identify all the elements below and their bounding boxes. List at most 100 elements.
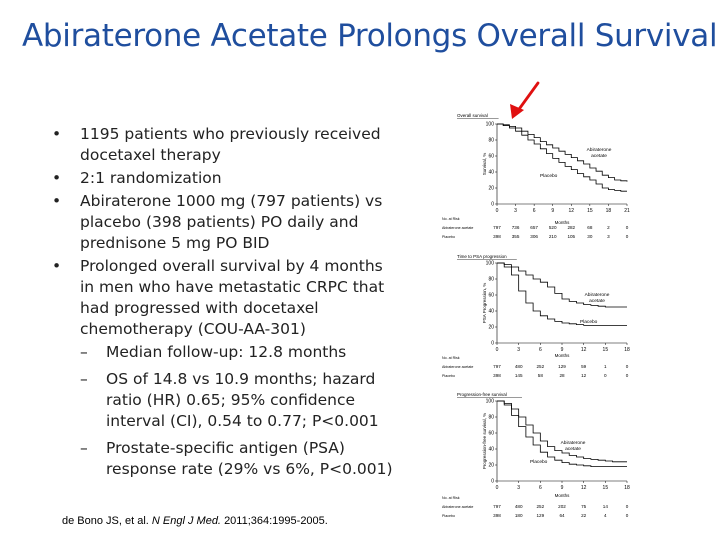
y-tick-label: 100 [486,399,495,405]
y-tick-label: 40 [488,309,494,315]
risk-value-placebo: 210 [549,234,557,239]
sub-bullet-text: Median follow-up: 12.8 months [106,343,347,361]
x-axis-label: Months [555,220,571,225]
x-tick-label: 15 [603,485,609,491]
citation-ref: 2011;364:1995-2005. [224,515,328,527]
risk-label-placebo: Placebo [442,235,455,239]
risk-value-placebo: 398 [493,373,501,378]
x-axis-label: Months [555,493,571,498]
risk-value-abiraterone: 657 [530,225,538,230]
risk-value-abiraterone: 252 [536,364,544,369]
x-tick-label: 0 [496,347,499,353]
risk-heading: No. at Risk [442,496,460,500]
curve-label-placebo: Placebo [540,173,558,179]
x-tick-label: 18 [624,485,630,491]
bullet-text: 1195 patients who previously received do… [80,125,381,164]
bullet-item: • Abiraterone 1000 mg (797 patients) vs p… [52,191,397,254]
risk-value-abiraterone: 480 [515,504,523,509]
x-tick-label: 15 [603,347,609,353]
bullet-dot: • [52,257,62,275]
red-arrow-icon [515,81,540,114]
y-tick-label: 20 [488,463,494,469]
risk-value-abiraterone: 480 [515,364,523,369]
risk-value-abiraterone: 797 [493,504,501,509]
chart-title: Overall survival [457,113,488,118]
risk-label-placebo: Placebo [442,514,455,518]
risk-value-placebo: 105 [567,234,575,239]
risk-value-abiraterone: 252 [536,504,544,509]
y-axis-label: PSA Progression, % [482,283,487,324]
curve-label-placebo: Placebo [530,459,548,465]
risk-label-placebo: Placebo [442,374,455,378]
risk-value-placebo: 180 [515,513,523,518]
risk-value-placebo: 306 [530,234,538,239]
y-tick-label: 100 [486,122,495,128]
risk-value-abiraterone: 14 [603,504,609,509]
series-line-abiraterone [497,123,628,182]
risk-value-abiraterone: 68 [587,225,593,230]
y-tick-label: 80 [488,415,494,421]
risk-label-abiraterone: Abiraterone acetate [442,226,473,230]
sub-bullet-text: OS of 14.8 vs 10.9 months; hazard ratio … [106,370,379,430]
risk-value-placebo: 145 [515,373,523,378]
risk-value-abiraterone: 59 [581,364,587,369]
risk-value-abiraterone: 75 [581,504,587,509]
bullet-text: 2:1 randomization [80,169,222,187]
risk-value-placebo: 3 [607,234,610,239]
risk-value-abiraterone: 202 [558,504,566,509]
y-tick-label: 0 [491,202,494,208]
x-tick-label: 0 [496,485,499,491]
x-tick-label: 9 [561,347,564,353]
risk-value-placebo: 64 [559,513,565,518]
curve-label-abiraterone-line1: Abiraterone [585,292,610,298]
page-title: Abiraterone Acetate Prolongs Overall Sur… [22,18,718,54]
x-tick-label: 6 [539,347,542,353]
curve-label-placebo: Placebo [580,319,598,325]
x-tick-label: 21 [624,208,630,214]
x-tick-label: 18 [606,208,612,214]
risk-value-abiraterone: 282 [567,225,575,230]
y-tick-label: 40 [488,170,494,176]
x-tick-label: 12 [569,208,575,214]
y-tick-label: 60 [488,431,494,437]
y-tick-label: 20 [488,186,494,192]
risk-value-placebo: 355 [512,234,520,239]
bullet-text: Prolonged overall survival by 4 months i… [80,257,385,338]
y-tick-label: 100 [486,261,495,267]
bullet-item: • 2:1 randomization [52,168,397,189]
risk-value-abiraterone: 736 [512,225,520,230]
risk-value-placebo: 129 [536,513,544,518]
curve-label-abiraterone-line2: acetate [589,298,605,304]
y-tick-label: 0 [491,341,494,347]
series-line-placebo [497,123,627,192]
x-axis-label: Months [555,353,571,358]
y-axis-label: Progression-free survival, % [482,413,487,469]
risk-value-placebo: 0 [626,373,629,378]
curve-label-abiraterone-line1: Abiraterone [561,440,586,446]
x-tick-label: 0 [496,208,499,214]
x-tick-label: 3 [514,208,517,214]
risk-value-placebo: 398 [493,234,501,239]
bullet-list: • 1195 patients who previously received d… [52,124,397,486]
x-tick-label: 9 [561,485,564,491]
risk-heading: No. at Risk [442,356,460,360]
sub-bullet-dash: – [80,439,88,457]
x-tick-label: 6 [539,485,542,491]
bullet-dot: • [52,169,62,187]
bullet-item: • Prolonged overall survival by 4 months … [52,256,397,340]
y-tick-label: 20 [488,325,494,331]
risk-value-placebo: 0 [626,513,629,518]
bullet-dot: • [52,125,62,143]
series-line-placebo [497,262,627,326]
risk-label-abiraterone: Abiraterone acetate [442,505,473,509]
series-line-placebo [497,400,627,467]
risk-value-abiraterone: 520 [549,225,557,230]
y-tick-label: 60 [488,293,494,299]
citation: de Bono JS, et al. N Engl J Med. 2011;36… [62,515,328,527]
risk-value-placebo: 0 [626,234,629,239]
curve-label-abiraterone-line1: Abiraterone [587,147,612,153]
citation-authors: de Bono JS, et al. [62,515,149,527]
risk-value-placebo: 0 [604,373,607,378]
red-arrow-head-icon [510,104,524,119]
